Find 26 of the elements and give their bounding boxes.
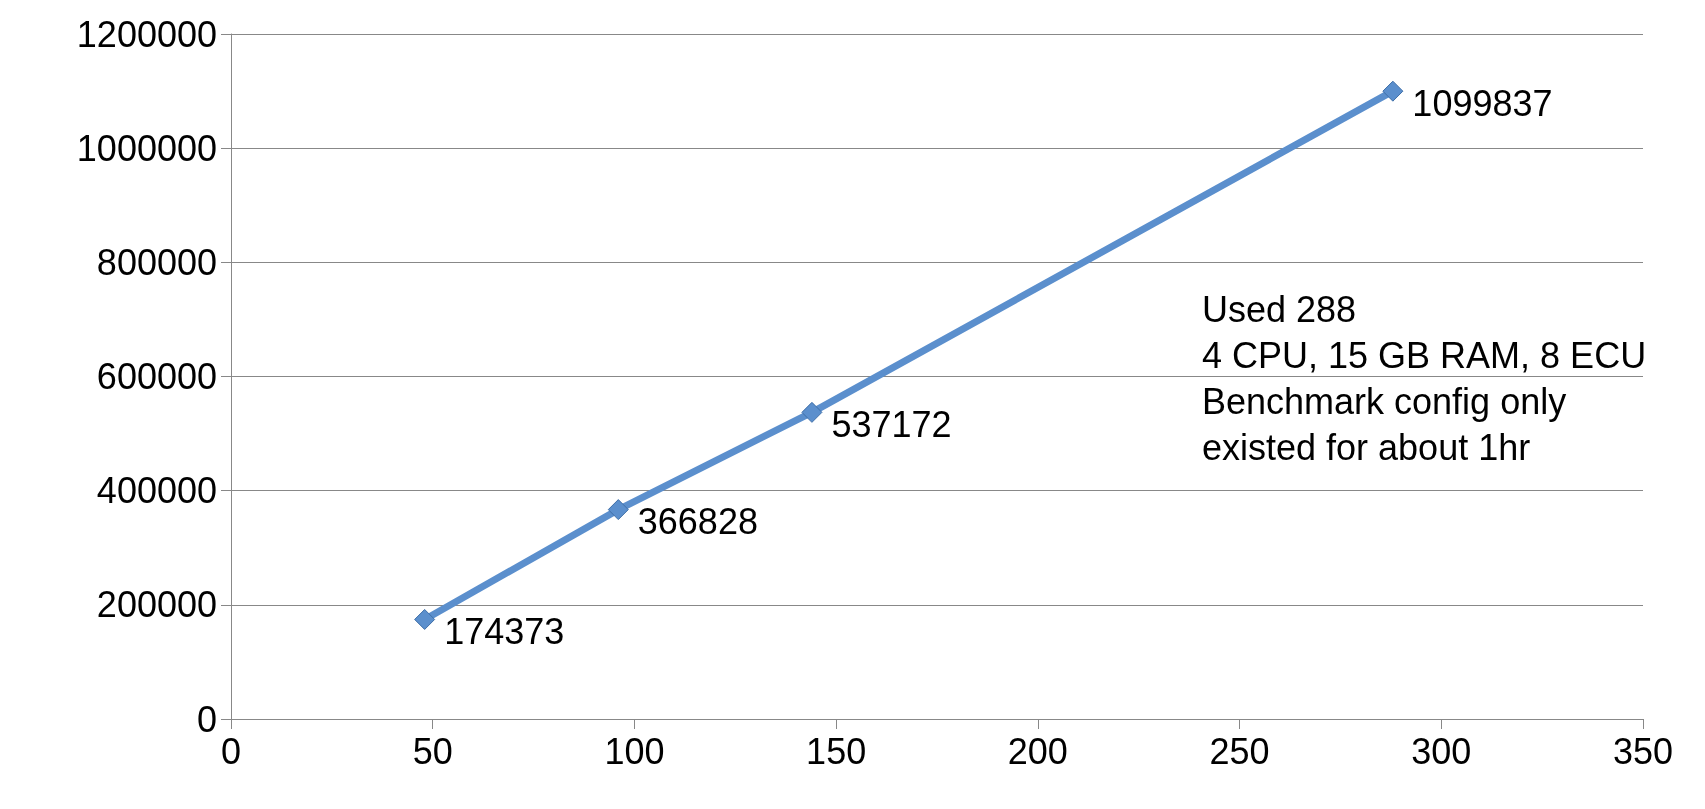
y-tick-label: 1000000 [76,127,217,169]
annotation: Used 288 [1202,288,1357,330]
point [607,499,629,521]
y-tick-label: 200000 [96,584,217,626]
y-tick-label: 1200000 [76,13,217,55]
x-tick-label: 350 [1612,730,1674,772]
y-tick-label: 600000 [96,356,217,397]
x-tick-label: 300 [1411,730,1472,772]
y-tick-label: 800000 [96,241,217,283]
data-label: 366828 [637,501,758,543]
data-label: 1099837 [1412,82,1553,124]
x-tick-label: 250 [1209,730,1270,772]
x-tick-label: 50 [412,730,453,772]
annotation: 4 CPU, 15 GB RAM, 8 ECU [1202,334,1647,376]
x-tick-label: 150 [806,730,867,772]
annotation: existed for about 1hr [1202,426,1531,468]
data-label: 537172 [831,403,952,445]
x-tick-label: 100 [604,730,665,772]
point [414,608,436,630]
x-tick-label: 200 [1007,730,1068,772]
point [1382,80,1404,102]
annotation: Benchmark config only [1202,380,1567,422]
y-tick-label: 400000 [96,470,217,512]
data-label: 174373 [444,610,565,652]
point [801,401,823,423]
y-tick-label: 0 [196,698,217,740]
